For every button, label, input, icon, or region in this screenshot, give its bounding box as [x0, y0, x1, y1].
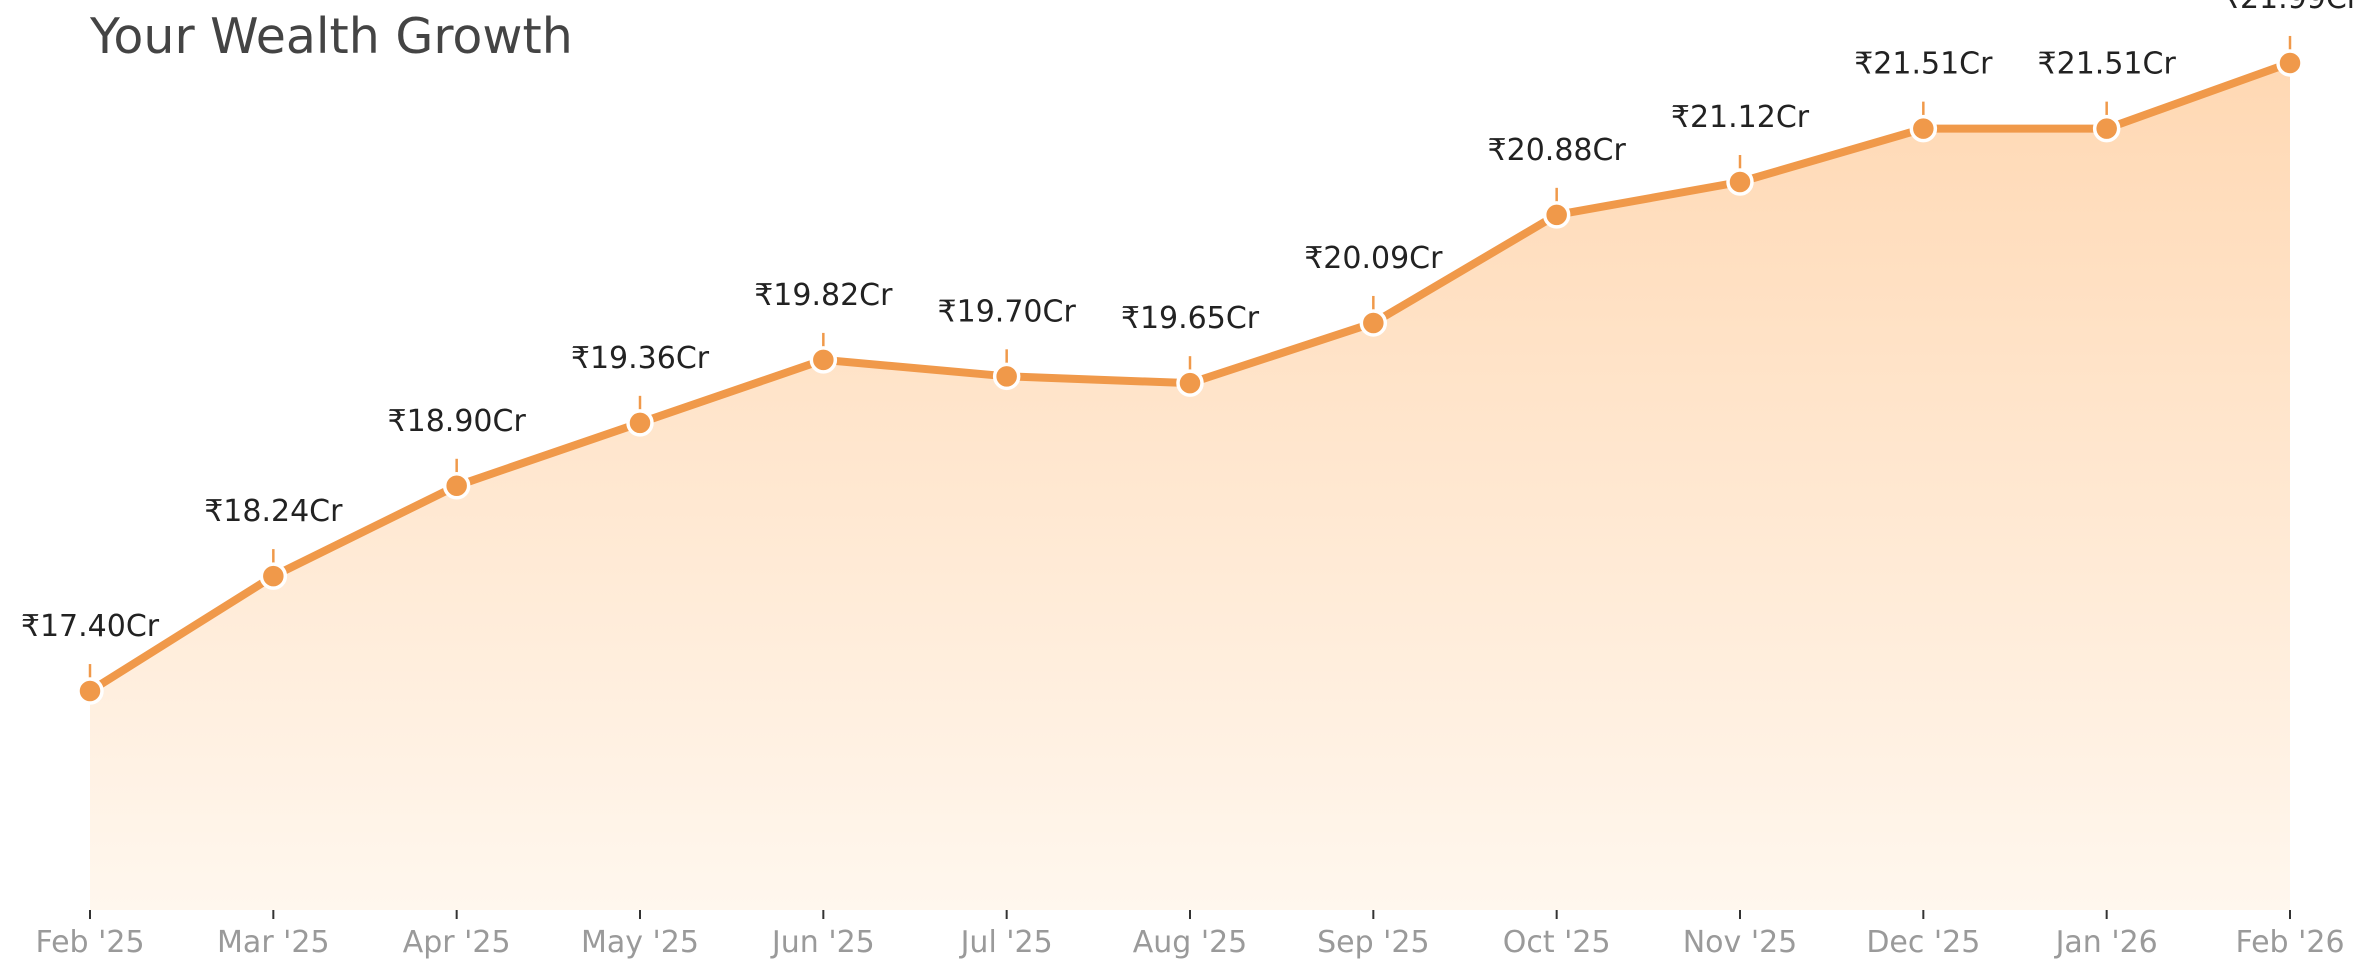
x-tick-label: Apr '25 [403, 925, 511, 960]
data-point [1726, 168, 1754, 196]
data-point [76, 677, 104, 705]
data-label: ₹21.99Cr [2221, 0, 2360, 16]
data-point [442, 472, 471, 500]
x-tick-label: Dec '25 [1866, 925, 1980, 960]
x-tick-label: Aug '25 [1133, 925, 1248, 960]
data-label: ₹17.40Cr [21, 609, 160, 644]
data-point [1176, 369, 1204, 397]
data-label: ₹21.51Cr [1854, 47, 1993, 82]
x-tick-label: Mar '25 [217, 925, 330, 960]
label-layer: ₹17.40Cr ₹18.24Cr ₹18.90Cr ₹19.36Cr ₹19.82Cr… [21, 0, 2360, 644]
data-point [259, 562, 288, 590]
data-label: ₹18.90Cr [388, 404, 527, 439]
x-tick-label: Jul '25 [959, 925, 1053, 960]
area-fill [90, 62, 2290, 910]
x-tick-label: Jan '26 [2054, 925, 2158, 960]
x-axis: Feb '25 Mar '25 Apr '25 May '25 Jun '25 Jul '… [35, 910, 2345, 960]
x-tick-label: Sep '25 [1317, 925, 1430, 960]
data-label: ₹19.65Cr [1121, 301, 1260, 336]
x-tick-label: Oct '25 [1503, 925, 1611, 960]
data-point [626, 409, 654, 437]
area-layer [90, 62, 2290, 910]
data-point [809, 346, 838, 374]
data-label: ₹18.24Cr [204, 494, 343, 529]
data-label: ₹20.09Cr [1304, 241, 1443, 276]
data-label: ₹19.82Cr [754, 278, 893, 313]
x-tick-label: Feb '25 [35, 925, 144, 960]
data-label: ₹21.12Cr [1671, 100, 1810, 135]
x-tick-label: Feb '26 [2235, 925, 2344, 960]
data-label: ₹20.88Cr [1488, 133, 1627, 168]
data-point [2276, 49, 2304, 77]
data-point [1359, 309, 1388, 337]
chart-title: Your Wealth Growth [90, 8, 573, 65]
data-point [992, 362, 1021, 391]
data-label: ₹19.70Cr [938, 294, 1077, 329]
data-label: ₹19.36Cr [571, 341, 710, 376]
data-point [1909, 114, 1938, 143]
x-tick-label: May '25 [581, 925, 699, 960]
marker-layer [76, 49, 2304, 705]
x-tick-label: Jun '25 [770, 925, 875, 960]
data-point [1542, 201, 1571, 229]
data-point [2092, 114, 2121, 143]
x-tick-label: Nov '25 [1683, 925, 1798, 960]
data-label: ₹21.51Cr [2038, 47, 2177, 82]
